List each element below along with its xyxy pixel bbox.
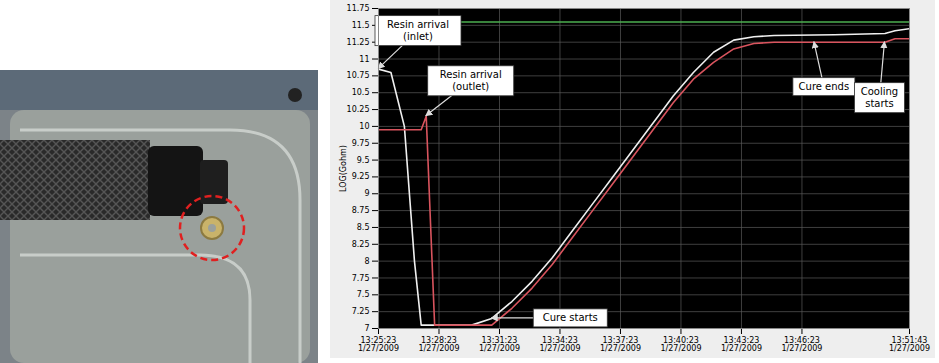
svg-text:13:25:231/27/2009: 13:25:231/27/2009 bbox=[358, 336, 399, 353]
svg-text:9.25: 9.25 bbox=[352, 172, 370, 181]
svg-text:13:31:231/27/2009: 13:31:231/27/2009 bbox=[479, 336, 520, 353]
svg-text:10.25: 10.25 bbox=[347, 105, 370, 114]
svg-text:7.75: 7.75 bbox=[352, 274, 370, 283]
svg-text:11.5: 11.5 bbox=[352, 21, 370, 30]
svg-text:Cure starts: Cure starts bbox=[543, 312, 598, 323]
svg-text:7.25: 7.25 bbox=[352, 307, 370, 316]
svg-text:10.75: 10.75 bbox=[347, 71, 370, 80]
svg-text:13:46:231/27/2009: 13:46:231/27/2009 bbox=[781, 336, 822, 353]
svg-text:13:28:231/27/2009: 13:28:231/27/2009 bbox=[418, 336, 459, 353]
svg-text:8: 8 bbox=[364, 257, 369, 266]
svg-text:13:51:431/27/2009: 13:51:431/27/2009 bbox=[889, 336, 930, 353]
svg-text:9.5: 9.5 bbox=[357, 156, 370, 165]
svg-text:13:40:231/27/2009: 13:40:231/27/2009 bbox=[660, 336, 701, 353]
svg-text:7: 7 bbox=[364, 324, 369, 333]
svg-text:13:37:231/27/2009: 13:37:231/27/2009 bbox=[600, 336, 641, 353]
svg-text:Cure ends: Cure ends bbox=[799, 81, 850, 92]
svg-text:10.5: 10.5 bbox=[352, 88, 370, 97]
svg-text:8.25: 8.25 bbox=[352, 240, 370, 249]
svg-text:LOG(Gohm): LOG(Gohm) bbox=[339, 145, 348, 192]
svg-text:Coolingstarts: Coolingstarts bbox=[861, 86, 898, 109]
svg-text:7.5: 7.5 bbox=[357, 290, 370, 299]
svg-text:9: 9 bbox=[364, 189, 369, 198]
svg-text:9.75: 9.75 bbox=[352, 139, 370, 148]
svg-text:13:34:231/27/2009: 13:34:231/27/2009 bbox=[539, 336, 580, 353]
svg-text:11.25: 11.25 bbox=[347, 38, 370, 47]
svg-text:Resin arrival(inlet): Resin arrival(inlet) bbox=[387, 19, 449, 42]
svg-text:11.75: 11.75 bbox=[347, 4, 370, 13]
svg-text:13:43:231/27/2009: 13:43:231/27/2009 bbox=[721, 336, 762, 353]
svg-text:11: 11 bbox=[359, 55, 369, 64]
svg-text:Resin arrival(outlet): Resin arrival(outlet) bbox=[440, 69, 502, 92]
svg-text:8.75: 8.75 bbox=[352, 206, 370, 215]
svg-text:10: 10 bbox=[359, 122, 369, 131]
svg-text:8.5: 8.5 bbox=[357, 223, 370, 232]
